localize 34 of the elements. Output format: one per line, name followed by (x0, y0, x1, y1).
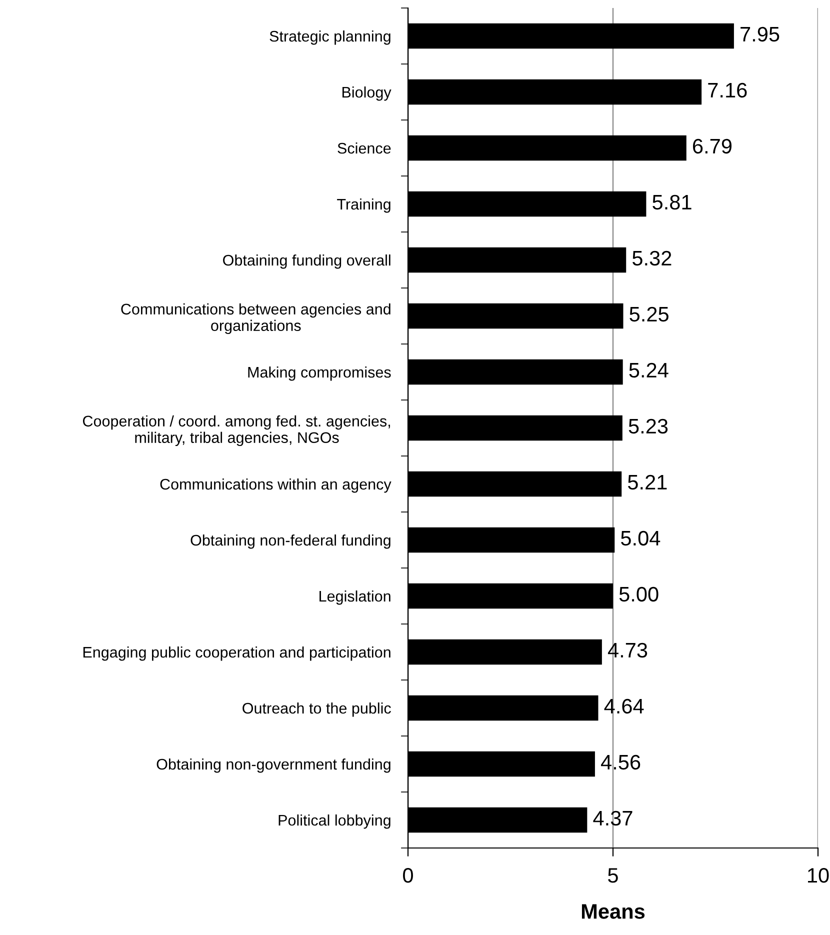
y-tick-label: Training (337, 198, 390, 213)
data-label: 5.32 (632, 250, 672, 266)
data-label: 4.56 (600, 754, 640, 770)
data-label: 6.79 (693, 138, 732, 154)
data-label: 5.00 (619, 586, 658, 602)
y-tick-label: Cooperation / coord. among fed. st. agencies, military, tribal agencies, NGOs (82, 415, 390, 446)
data-label: 4.73 (608, 642, 648, 658)
y-tick-label: Obtaining non-government funding (156, 758, 390, 773)
y-tick-label: Making compromises (248, 366, 391, 381)
data-label: 7.95 (740, 26, 780, 42)
data-label: 5.25 (630, 306, 668, 322)
y-tick-label: Communications between agencies and organizations (121, 303, 390, 334)
y-tick-label: Engaging public cooperation and participation (83, 646, 390, 661)
data-label: 4.37 (593, 810, 632, 826)
data-label: 5.23 (628, 418, 668, 434)
y-tick-label: Obtaining funding overall (223, 254, 390, 269)
y-tick-label: Strategic planning (270, 30, 390, 45)
data-label: 5.24 (629, 362, 668, 378)
y-tick-label: Outreach to the public (242, 702, 391, 717)
x-tick-label: 5 (608, 868, 618, 883)
data-label: 7.16 (708, 82, 747, 98)
data-label: 4.64 (604, 698, 644, 714)
data-label: 5.04 (621, 530, 660, 546)
y-tick-label: Communications within an agency (160, 478, 392, 493)
data-label: 5.21 (628, 474, 667, 490)
data-label: 5.81 (652, 194, 692, 210)
x-tick-label: 0 (403, 868, 413, 883)
y-tick-label: Science (338, 142, 391, 154)
y-tick-label: Obtaining non-federal funding (190, 534, 390, 549)
y-tick-label: Legislation (320, 590, 390, 605)
y-tick-label: Biology (342, 86, 392, 101)
y-tick-label: Political lobbying (278, 814, 390, 829)
x-axis-title: Means (582, 904, 645, 919)
x-tick-label: 10 (808, 868, 829, 883)
